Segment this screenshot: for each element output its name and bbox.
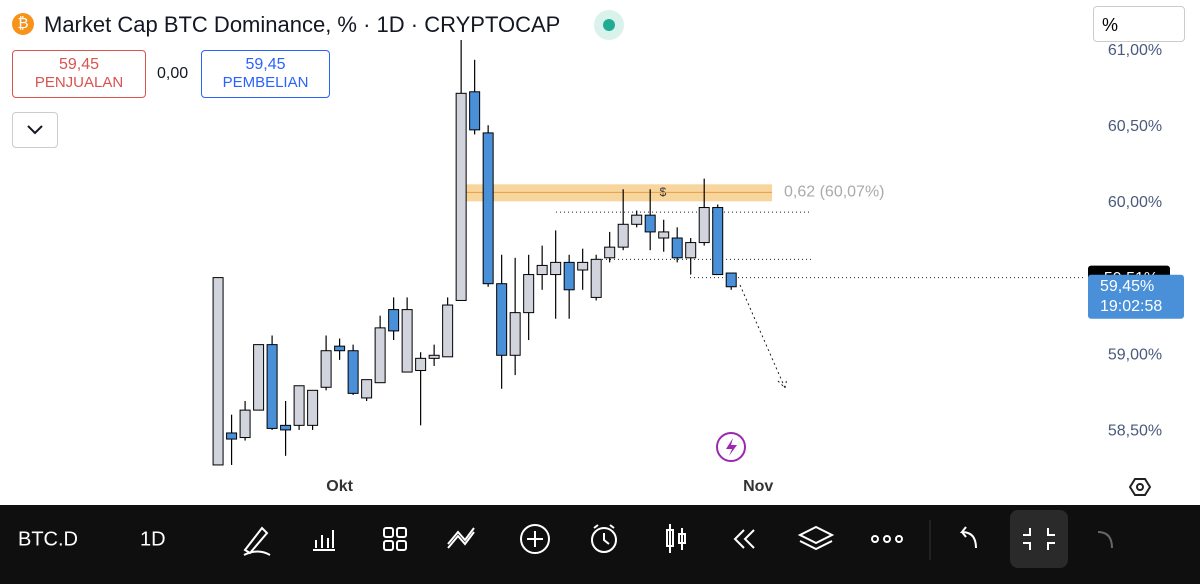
projection-arrow (739, 284, 788, 390)
chevron (27, 125, 43, 135)
alert-icon[interactable] (591, 527, 617, 553)
x-tick-label: Nov (743, 478, 773, 495)
replay-icon[interactable] (733, 529, 755, 549)
event-icon[interactable] (716, 432, 746, 462)
y-tick-label: 61,00% (1108, 42, 1162, 59)
chart-title: Market Cap BTC Dominance, % · 1D · CRYPT… (44, 12, 561, 37)
add-icon[interactable] (520, 524, 550, 554)
buy-button[interactable]: 59,45 PEMBELIAN (201, 50, 330, 98)
symbol[interactable]: BTC.D (18, 528, 78, 550)
compare-icon[interactable] (447, 527, 475, 549)
candle-body (226, 432, 238, 440)
candle-body (631, 214, 643, 225)
candle-body (563, 261, 575, 291)
indicator-icon[interactable] (313, 530, 335, 551)
y-tick-label: 59,00% (1108, 347, 1162, 364)
candle-body (388, 309, 400, 332)
candle-body (442, 304, 454, 358)
sell-button[interactable]: 59,45 PENJUALAN (12, 50, 146, 98)
candle-body (428, 354, 440, 359)
buy-price: 59,45 (245, 56, 286, 73)
interval[interactable]: 1D (140, 528, 166, 550)
candle-body (590, 258, 602, 298)
settings-icon[interactable] (1128, 478, 1152, 496)
candle-body (671, 237, 683, 259)
layout-icon[interactable] (383, 527, 394, 538)
y-tick-label: 60,00% (1108, 194, 1162, 211)
candle-body (307, 389, 319, 426)
candle-body (293, 385, 305, 426)
candle-body (604, 246, 616, 259)
y-tick-label: 58,50% (1108, 423, 1162, 440)
candle-body (320, 350, 332, 388)
btc-icon: ₿ (12, 13, 34, 35)
candle-body (334, 345, 346, 352)
buy-label: PEMBELIAN (222, 74, 309, 91)
candle-body (415, 357, 427, 372)
toolbar-icons (243, 524, 1113, 556)
spread: 0,00 (157, 65, 189, 82)
candle-body (239, 409, 251, 439)
candle-body (374, 327, 386, 384)
candle-body (401, 309, 413, 373)
candle-body (712, 207, 724, 276)
candle-body (212, 277, 224, 466)
candle-body (658, 231, 670, 239)
candle-body (455, 92, 467, 301)
candle-body (347, 350, 359, 394)
candle-body (685, 242, 697, 259)
candle-body (536, 264, 548, 276)
sell-price: 59,45 (58, 56, 100, 73)
last-price-label: 59,45% (1100, 278, 1154, 295)
undo-icon[interactable] (959, 526, 977, 549)
sell-label: PENJUALAN (34, 74, 124, 91)
candle-body (725, 272, 737, 288)
status-badge (594, 10, 624, 40)
candle-body (644, 214, 656, 233)
fullscreen-button[interactable] (1010, 510, 1068, 568)
candle-body (496, 283, 508, 356)
x-tick-label: Okt (326, 478, 353, 495)
collapse-button[interactable] (12, 112, 58, 148)
scale-button[interactable]: % (1093, 6, 1185, 42)
countdown: 19:02:58 (1100, 298, 1162, 315)
y-tick-label: 60,50% (1108, 118, 1162, 135)
candle-body (617, 223, 629, 248)
event-bolt (726, 438, 737, 456)
layers-icon[interactable] (797, 525, 835, 551)
toolbar-bg (0, 505, 1200, 584)
candle-body (523, 274, 535, 314)
candle-body (469, 91, 481, 131)
fib-label: 0,62 (60,07%) (784, 184, 885, 201)
candle-body (361, 379, 373, 399)
more-icon[interactable] (871, 535, 879, 543)
redo-icon[interactable] (1097, 531, 1113, 549)
candle-body (698, 207, 710, 244)
candle-body (550, 261, 562, 276)
candle-body (482, 132, 494, 285)
last-price-tag (1088, 274, 1184, 319)
fullscreen-icon (1023, 528, 1055, 550)
candle-body (509, 312, 521, 356)
candle-body (266, 344, 278, 429)
draw-icon[interactable] (243, 526, 271, 556)
candle-body (577, 261, 589, 271)
candle-body (253, 344, 265, 411)
candle-body (280, 424, 292, 431)
